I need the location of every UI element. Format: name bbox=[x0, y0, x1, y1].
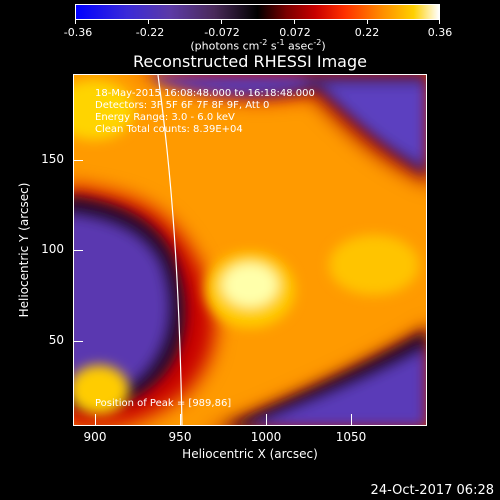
heatmap-region bbox=[254, 350, 426, 425]
colorbar-tick-label: -0.072 bbox=[204, 26, 240, 39]
heatmap-region bbox=[74, 216, 168, 393]
x-tick-label: 900 bbox=[83, 430, 107, 444]
y-tick bbox=[73, 341, 83, 342]
heatmap-svg bbox=[74, 75, 426, 425]
colorbar bbox=[75, 4, 440, 20]
x-tick-label: 1050 bbox=[335, 430, 367, 444]
units-exponent: -2 bbox=[313, 38, 322, 47]
y-tick-label: 150 bbox=[41, 152, 64, 166]
units-text: s bbox=[267, 39, 277, 53]
heatmap-image bbox=[73, 74, 427, 426]
y-tick bbox=[73, 160, 83, 161]
x-tick-label: 1000 bbox=[250, 430, 282, 444]
colorbar-tick-label: -0.22 bbox=[135, 26, 165, 39]
heatmap-region bbox=[74, 365, 129, 415]
units-text: (photons cm bbox=[190, 39, 260, 53]
y-axis-title: Heliocentric Y (arcsec) bbox=[17, 182, 31, 318]
detectors-text: Detectors: 3F 5F 6F 7F 8F 9F, Att 0 bbox=[95, 100, 270, 111]
colorbar-tick-label: 0.22 bbox=[354, 26, 380, 39]
units-exponent: -1 bbox=[276, 38, 285, 47]
peak-position-text: Position of Peak = [989,86] bbox=[95, 398, 232, 409]
units-text: ) bbox=[321, 39, 326, 53]
x-tick bbox=[180, 414, 181, 426]
colorbar-tick bbox=[75, 19, 76, 24]
heatmap-region bbox=[74, 80, 134, 140]
heatmap-region bbox=[324, 85, 426, 163]
clean-counts-text: Clean Total counts: 8.39E+04 bbox=[95, 124, 243, 135]
energy-range-text: Energy Range: 3.0 - 6.0 keV bbox=[95, 112, 235, 123]
time-range-text: 18-May-2015 16:08:48.000 to 16:18:48.000 bbox=[95, 88, 315, 99]
x-tick bbox=[266, 414, 267, 426]
colorbar-tick bbox=[148, 19, 149, 24]
plot-title: Reconstructed RHESSI Image bbox=[133, 52, 367, 71]
x-tick-label: 950 bbox=[168, 430, 192, 444]
units-exponent: -2 bbox=[259, 38, 268, 47]
y-tick bbox=[73, 250, 83, 251]
x-tick bbox=[351, 414, 352, 426]
y-tick-label: 100 bbox=[41, 242, 64, 256]
heatmap-region bbox=[222, 263, 278, 307]
x-tick bbox=[95, 414, 96, 426]
heatmap-region bbox=[329, 235, 419, 295]
solar-limb-line bbox=[157, 75, 183, 425]
colorbar-tick bbox=[439, 19, 440, 24]
colorbar-tick-label: 0.072 bbox=[279, 26, 311, 39]
colorbar-tick-label: -0.36 bbox=[63, 26, 93, 39]
x-axis-title: Heliocentric X (arcsec) bbox=[182, 447, 318, 461]
colorbar-units: (photons cm-2 s-1 asec-2) bbox=[190, 38, 325, 53]
y-tick-label: 50 bbox=[48, 333, 64, 347]
colorbar-tick bbox=[294, 19, 295, 24]
colorbar-tick bbox=[221, 19, 222, 24]
units-text: asec bbox=[284, 39, 314, 53]
generation-date: 24-Oct-2017 06:28 bbox=[370, 483, 494, 498]
colorbar-tick bbox=[367, 19, 368, 24]
colorbar-tick-label: 0.36 bbox=[427, 26, 453, 39]
